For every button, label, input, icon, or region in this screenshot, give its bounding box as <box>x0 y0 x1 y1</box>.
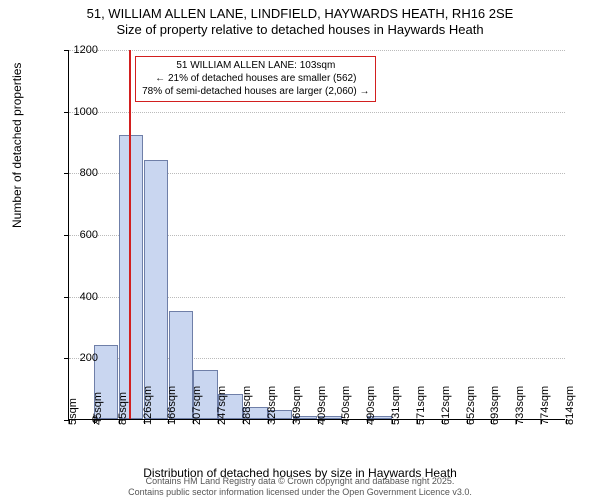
x-tick-label: 409sqm <box>316 386 328 425</box>
x-tick-label: 490sqm <box>365 386 377 425</box>
title-subtitle: Size of property relative to detached ho… <box>0 22 600 38</box>
y-tick-label: 200 <box>58 352 98 364</box>
y-tick-label: 0 <box>58 414 98 426</box>
x-tick-label: 612sqm <box>440 386 452 425</box>
x-tick-label: 531sqm <box>390 386 402 425</box>
x-tick-label: 328sqm <box>266 386 278 425</box>
x-tick-label: 288sqm <box>241 386 253 425</box>
annotation-line-1: 51 WILLIAM ALLEN LANE: 103sqm <box>142 59 369 72</box>
x-tick-label: 814sqm <box>564 386 576 425</box>
x-tick-label: 166sqm <box>166 386 178 425</box>
y-tick-label: 600 <box>58 229 98 241</box>
attribution-line-2: Contains public sector information licen… <box>0 487 600 498</box>
attribution: Contains HM Land Registry data © Crown c… <box>0 476 600 498</box>
chart-title: 51, WILLIAM ALLEN LANE, LINDFIELD, HAYWA… <box>0 0 600 39</box>
y-tick-label: 800 <box>58 167 98 179</box>
annotation-box: 51 WILLIAM ALLEN LANE: 103sqm← 21% of de… <box>135 56 376 102</box>
subject-property-marker <box>129 50 131 419</box>
property-size-histogram: 51, WILLIAM ALLEN LANE, LINDFIELD, HAYWA… <box>0 0 600 500</box>
histogram-bar <box>144 160 168 419</box>
y-tick-label: 1200 <box>58 44 98 56</box>
x-tick-label: 652sqm <box>465 386 477 425</box>
plot-area: 5sqm45sqm85sqm126sqm166sqm207sqm247sqm28… <box>68 50 565 420</box>
x-tick-label: 693sqm <box>489 386 501 425</box>
x-tick-label: 450sqm <box>340 386 352 425</box>
gridline <box>69 50 565 51</box>
x-tick-label: 207sqm <box>191 386 203 425</box>
x-tick-label: 247sqm <box>216 386 228 425</box>
attribution-line-1: Contains HM Land Registry data © Crown c… <box>0 476 600 487</box>
x-tick-label: 126sqm <box>142 386 154 425</box>
x-tick-label: 774sqm <box>539 386 551 425</box>
x-tick-label: 85sqm <box>117 392 129 425</box>
gridline <box>69 112 565 113</box>
x-tick-label: 571sqm <box>415 386 427 425</box>
annotation-line-3: 78% of semi-detached houses are larger (… <box>142 85 369 98</box>
y-tick-label: 1000 <box>58 106 98 118</box>
x-tick-label: 733sqm <box>514 386 526 425</box>
x-tick-label: 369sqm <box>291 386 303 425</box>
y-axis-label: Number of detached properties <box>10 63 24 228</box>
title-address: 51, WILLIAM ALLEN LANE, LINDFIELD, HAYWA… <box>0 6 600 22</box>
y-tick-label: 400 <box>58 291 98 303</box>
annotation-line-2: ← 21% of detached houses are smaller (56… <box>142 72 369 85</box>
